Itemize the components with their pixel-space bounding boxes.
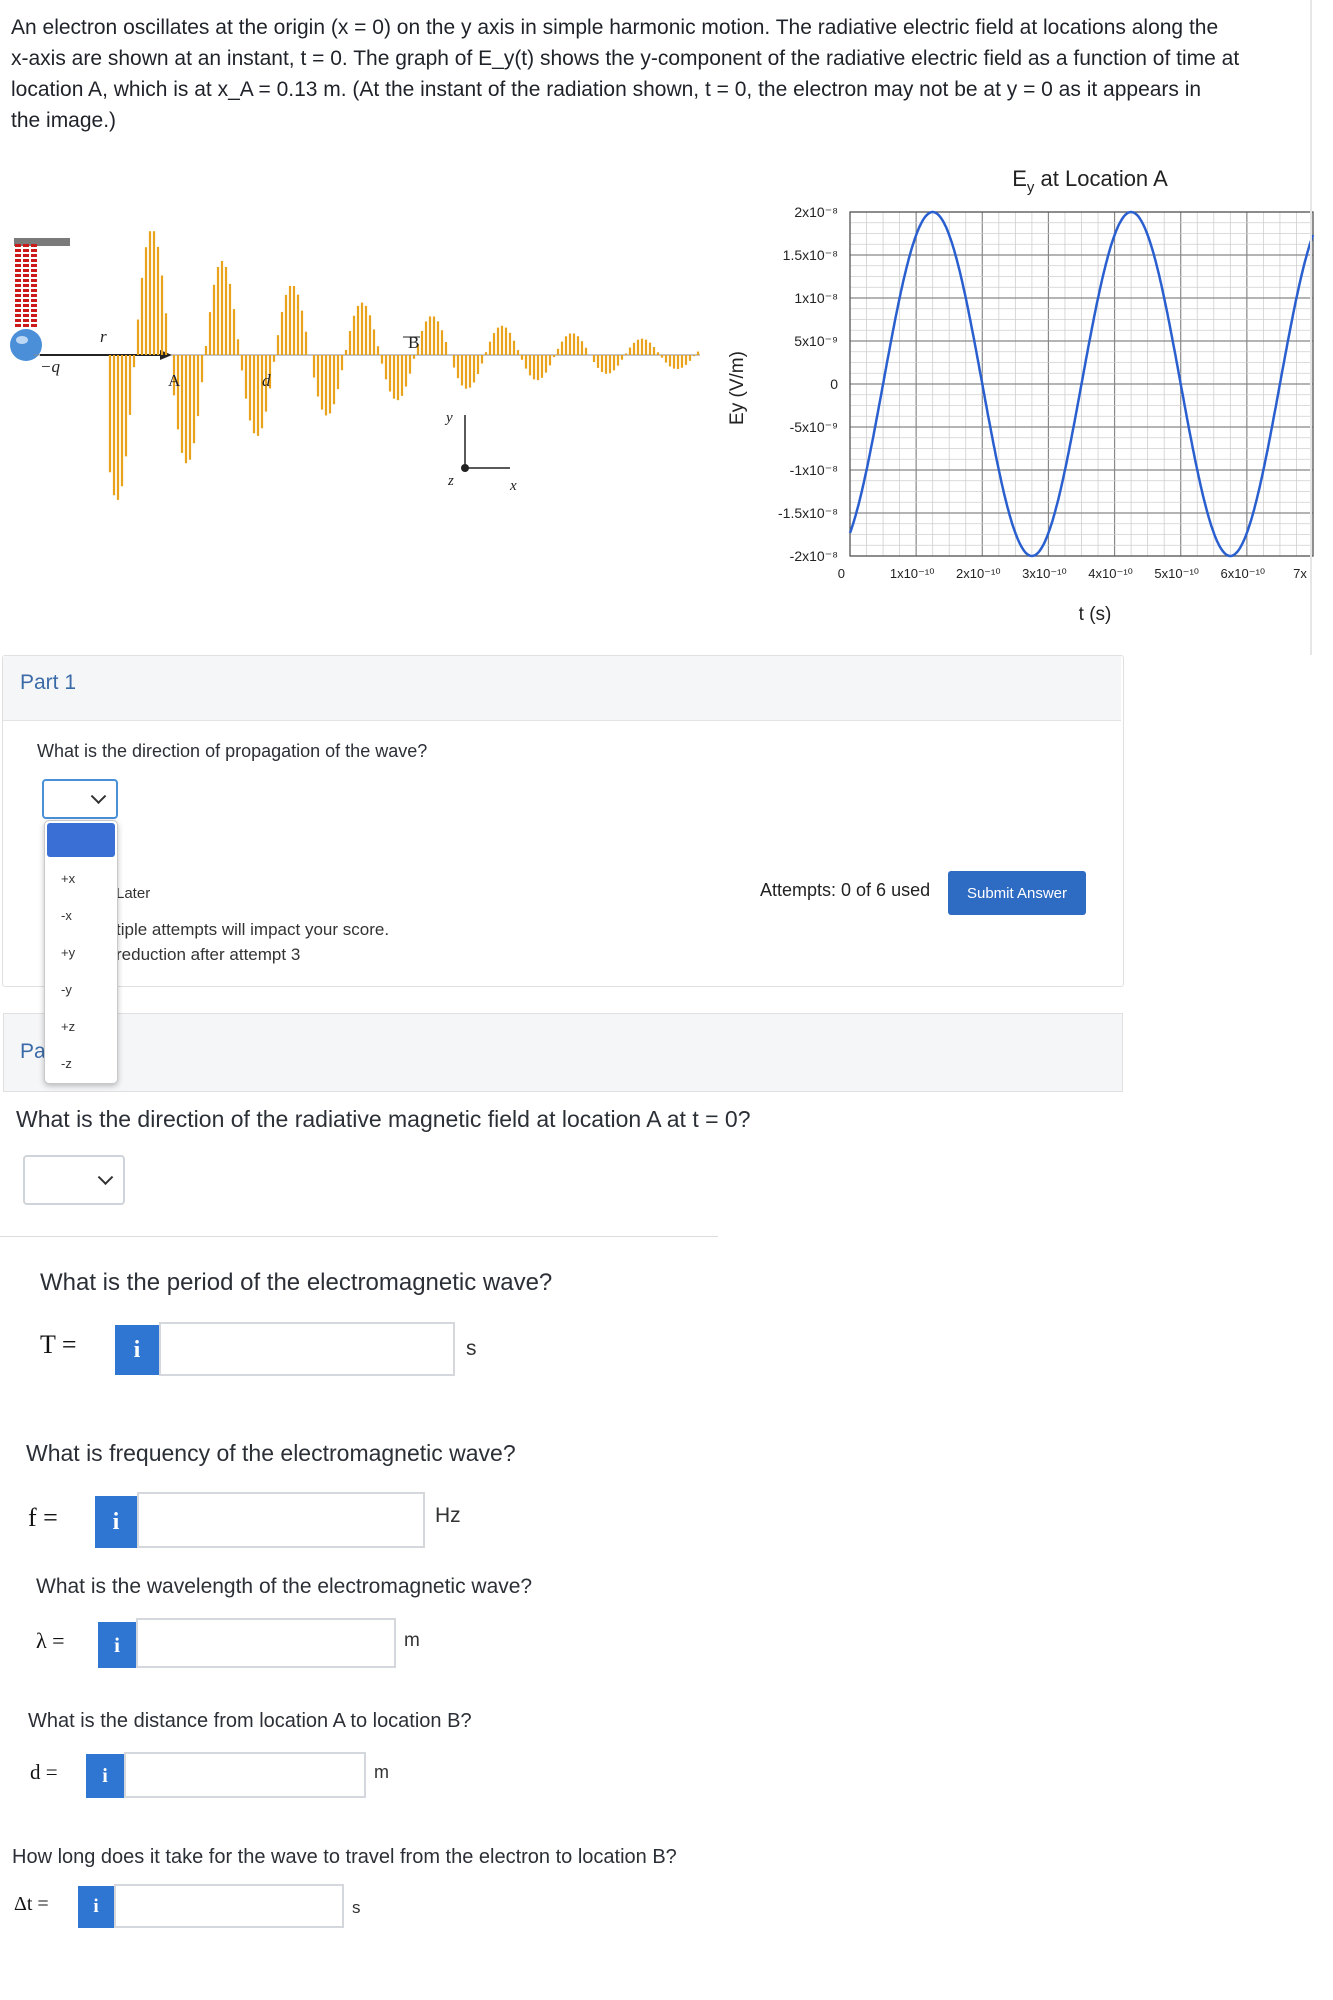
spring-icon xyxy=(15,244,37,328)
travel-time-var: Δt = xyxy=(14,1893,49,1915)
period-unit: s xyxy=(466,1337,477,1360)
distance-var: d = xyxy=(30,1760,58,1784)
divider-1 xyxy=(0,1236,718,1237)
x-tick-label: 7x xyxy=(1293,566,1307,581)
problem-line-2: x-axis are shown at an instant, t = 0. T… xyxy=(11,47,1240,70)
chart-grid xyxy=(849,211,1314,557)
x-tick-label: 4x10⁻¹⁰ xyxy=(1088,566,1133,581)
r-label: r⃗ xyxy=(100,327,120,346)
travel-time-input[interactable] xyxy=(114,1884,344,1928)
frequency-input[interactable] xyxy=(137,1492,425,1548)
x-tick-label: 1x10⁻¹⁰ xyxy=(890,566,935,581)
problem-line-3: location A, which is at x_A = 0.13 m. (A… xyxy=(11,78,1202,101)
fixture-bar xyxy=(14,238,70,246)
wavelength-info-icon[interactable]: i xyxy=(98,1622,136,1668)
y-tick-label: -1x10⁻⁸ xyxy=(790,462,838,478)
chart-title: Ey at Location A xyxy=(1012,166,1168,196)
y-tick-label: -2x10⁻⁸ xyxy=(790,548,838,564)
magnetic-direction-select[interactable] xyxy=(23,1155,125,1205)
chevron-down-icon xyxy=(97,1169,114,1186)
period-info-icon[interactable]: i xyxy=(115,1325,159,1375)
x-tick-label: 5x10⁻¹⁰ xyxy=(1154,566,1199,581)
x-axis-label: t (s) xyxy=(1079,604,1112,625)
wave-diagram: −q r⃗ A d B y x z xyxy=(10,231,700,500)
part1-header xyxy=(3,656,1121,721)
right-border xyxy=(1310,0,1312,150)
travel-time-info-icon[interactable]: i xyxy=(78,1886,114,1928)
frequency-unit: Hz xyxy=(435,1504,461,1527)
problem-statement: An electron oscillates at the origin (x … xyxy=(11,12,1311,136)
attempts-warning: tiple attempts will impact your score. xyxy=(116,920,390,939)
x-tick-label: 3x10⁻¹⁰ xyxy=(1022,566,1067,581)
option-blank[interactable] xyxy=(47,823,115,857)
travel-time-unit: s xyxy=(352,1898,361,1917)
period-input[interactable] xyxy=(159,1322,455,1376)
chevron-down-icon xyxy=(90,788,107,805)
distance-input[interactable] xyxy=(124,1752,366,1798)
x-tick-labels: 0 1x10⁻¹⁰ 2x10⁻¹⁰ 3x10⁻¹⁰ 4x10⁻¹⁰ 5x10⁻¹⁰ 6x10… xyxy=(838,566,1308,581)
y-tick-label: -5x10⁻⁹ xyxy=(790,419,838,435)
part1-title: Part 1 xyxy=(20,671,77,694)
wavelength-input[interactable] xyxy=(136,1618,396,1668)
propagation-select[interactable] xyxy=(42,779,118,819)
submit-answer-button[interactable]: Submit Answer xyxy=(948,871,1086,915)
option-minus-y[interactable]: -y xyxy=(61,982,72,997)
option-plus-y[interactable]: +y xyxy=(61,945,76,960)
y-axis-label: Ey (V/m) xyxy=(727,351,748,425)
reduction-warning: reduction after attempt 3 xyxy=(116,945,301,964)
charge-label: −q xyxy=(40,357,60,376)
label-B: B xyxy=(408,333,419,352)
label-d: d xyxy=(262,371,271,390)
ey-chart: Ey at Location A 2x10⁻⁸ 1.5x10⁻⁸ 1x10⁻⁸ 5x1… xyxy=(727,166,1315,625)
y-tick-label: 1x10⁻⁸ xyxy=(794,290,838,306)
travel-time-question: How long does it take for the wave to tr… xyxy=(12,1846,677,1868)
field-arrows xyxy=(108,231,700,500)
period-var: T = xyxy=(40,1330,77,1359)
option-minus-x[interactable]: -x xyxy=(61,908,72,923)
wavelength-var: λ = xyxy=(36,1628,65,1653)
attempts-counter: Attempts: 0 of 6 used xyxy=(760,880,931,900)
option-plus-z[interactable]: +z xyxy=(61,1019,76,1034)
period-question: What is the period of the electromagneti… xyxy=(40,1269,553,1296)
problem-line-1: An electron oscillates at the origin (x … xyxy=(11,16,1219,39)
y-tick-label: 2x10⁻⁸ xyxy=(794,204,838,220)
part1-question: What is the direction of propagation of … xyxy=(37,741,428,761)
y-tick-label: 5x10⁻⁹ xyxy=(794,333,838,349)
frequency-var: f = xyxy=(28,1503,58,1532)
distance-question: What is the distance from location A to … xyxy=(28,1710,472,1732)
option-plus-x[interactable]: +x xyxy=(61,871,76,886)
part2-title: Pa xyxy=(20,1040,46,1063)
y-tick-label: 0 xyxy=(830,376,838,392)
axis-y-label: y xyxy=(444,410,453,426)
distance-unit: m xyxy=(374,1762,389,1782)
propagation-options-list: +x -x +y -y +z -z xyxy=(44,820,118,1084)
electron-icon xyxy=(10,329,42,361)
distance-info-icon[interactable]: i xyxy=(86,1754,124,1798)
wavelength-unit: m xyxy=(404,1630,420,1651)
ey-series-line xyxy=(848,210,1315,558)
y-tick-label: 1.5x10⁻⁸ xyxy=(783,247,838,263)
right-border-2 xyxy=(1310,150,1312,655)
frequency-question: What is frequency of the electromagnetic… xyxy=(26,1440,516,1466)
plot-frame xyxy=(849,211,1314,557)
axis-z-label: z xyxy=(447,473,454,489)
axis-x-label: x xyxy=(509,478,517,494)
label-A: A xyxy=(168,371,181,390)
x-tick-label: 2x10⁻¹⁰ xyxy=(956,566,1001,581)
save-later-text[interactable]: Later xyxy=(116,885,151,902)
option-minus-z[interactable]: -z xyxy=(61,1056,72,1071)
frequency-info-icon[interactable]: i xyxy=(95,1496,137,1548)
part2-header xyxy=(3,1013,1123,1092)
wavelength-question: What is the wavelength of the electromag… xyxy=(36,1575,533,1598)
magnetic-question: What is the direction of the radiative m… xyxy=(16,1106,751,1132)
x-tick-label: 0 xyxy=(838,566,845,581)
y-tick-label: -1.5x10⁻⁸ xyxy=(778,505,838,521)
problem-line-4: the image.) xyxy=(11,109,117,132)
y-tick-labels: 2x10⁻⁸ 1.5x10⁻⁸ 1x10⁻⁸ 5x10⁻⁹ 0 -5x10⁻⁹ -1x10⁻… xyxy=(778,204,838,564)
x-tick-label: 6x10⁻¹⁰ xyxy=(1221,566,1266,581)
